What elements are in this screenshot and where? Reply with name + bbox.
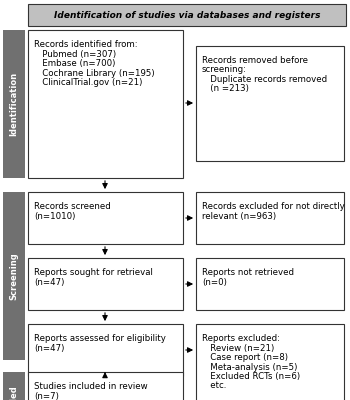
Text: Records excluded for not directly: Records excluded for not directly — [202, 202, 345, 211]
Text: (n=47): (n=47) — [34, 344, 64, 352]
Text: Reports sought for retrieval: Reports sought for retrieval — [34, 268, 153, 277]
Text: Identification of studies via databases and registers: Identification of studies via databases … — [54, 10, 320, 20]
Text: Pubmed (n=307): Pubmed (n=307) — [34, 50, 116, 58]
Text: Records removed before: Records removed before — [202, 56, 308, 65]
Text: Reports not retrieved: Reports not retrieved — [202, 268, 294, 277]
Bar — [28, 258, 183, 310]
Bar — [196, 192, 344, 244]
Text: Reports assessed for eligibility: Reports assessed for eligibility — [34, 334, 166, 343]
Bar — [28, 192, 183, 244]
Bar — [196, 324, 344, 400]
Text: Screening: Screening — [9, 252, 19, 300]
Text: etc.: etc. — [202, 382, 226, 390]
Text: (n=0): (n=0) — [202, 278, 227, 286]
Text: relevant (n=963): relevant (n=963) — [202, 212, 276, 220]
Text: (n=47): (n=47) — [34, 278, 64, 286]
Text: Cochrane Library (n=195): Cochrane Library (n=195) — [34, 68, 155, 78]
Text: (n=1010): (n=1010) — [34, 212, 75, 220]
Text: Reports excluded:: Reports excluded: — [202, 334, 280, 343]
Text: Included: Included — [9, 386, 19, 400]
Bar — [3, 30, 25, 178]
Bar — [196, 258, 344, 310]
Text: Studies included in review: Studies included in review — [34, 382, 148, 391]
Text: screening:: screening: — [202, 66, 247, 74]
Text: (n=7): (n=7) — [34, 392, 59, 400]
Text: Excluded RCTs (n=6): Excluded RCTs (n=6) — [202, 372, 300, 381]
Bar — [28, 30, 183, 178]
Bar — [28, 324, 183, 376]
Bar — [28, 4, 346, 26]
Text: (n =213): (n =213) — [202, 84, 249, 94]
Bar — [28, 372, 183, 400]
Text: Meta-analysis (n=5): Meta-analysis (n=5) — [202, 362, 298, 372]
Text: ClinicalTrial.gov (n=21): ClinicalTrial.gov (n=21) — [34, 78, 142, 87]
Text: Records identified from:: Records identified from: — [34, 40, 138, 49]
Text: Review (n=21): Review (n=21) — [202, 344, 274, 352]
Text: Records screened: Records screened — [34, 202, 111, 211]
Bar — [3, 192, 25, 360]
Bar — [3, 372, 25, 400]
Text: Case report (n=8): Case report (n=8) — [202, 353, 288, 362]
Text: Duplicate records removed: Duplicate records removed — [202, 75, 327, 84]
Text: Embase (n=700): Embase (n=700) — [34, 59, 116, 68]
Text: Identification: Identification — [9, 72, 19, 136]
Bar — [196, 46, 344, 161]
